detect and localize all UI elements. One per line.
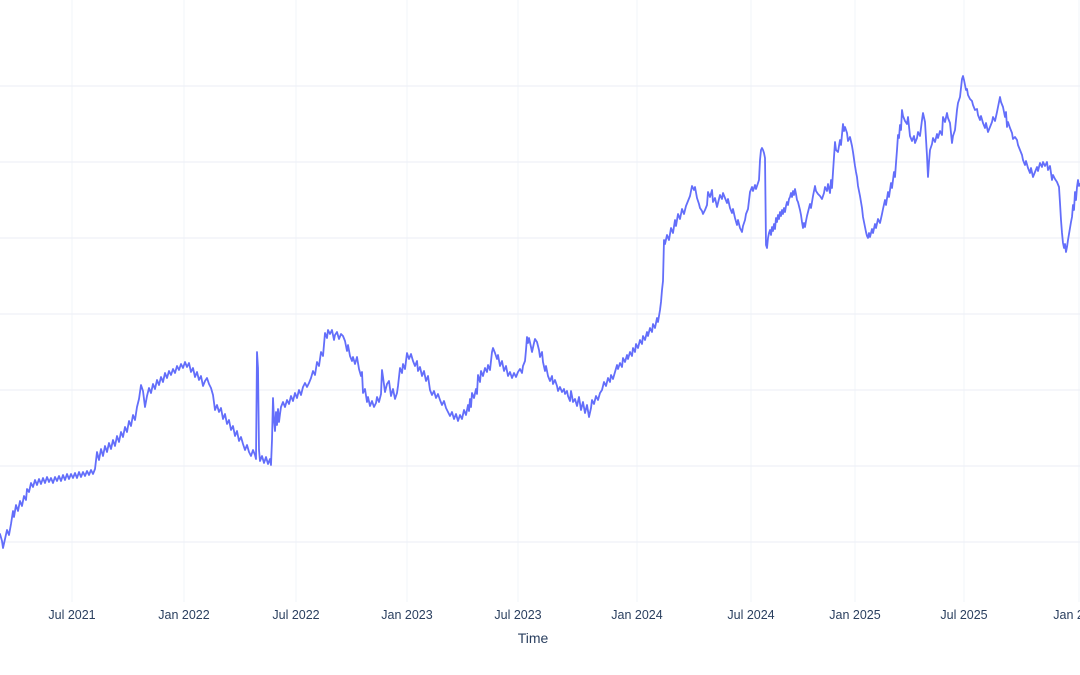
x-tick-label: Jul 2025: [940, 608, 988, 622]
x-tick-label: Jan 2024: [611, 608, 663, 622]
x-tick-label: Jul 2021: [48, 608, 96, 622]
horizontal-gridlines: [0, 85, 1080, 543]
x-tick-label: Jul 2022: [272, 608, 320, 622]
vertical-gridlines: [71, 0, 1080, 602]
x-tick-label: Jul 2023: [494, 608, 542, 622]
x-tick-label: Jan 2023: [381, 608, 433, 622]
x-tick-label: Jan 2025: [829, 608, 881, 622]
x-tick-label: Jan 2026: [1053, 608, 1080, 622]
x-tick-label: Jan 2022: [158, 608, 210, 622]
series-line: [0, 75, 1080, 549]
x-tick-label: Jul 2024: [727, 608, 775, 622]
x-axis-title: Time: [517, 630, 549, 646]
